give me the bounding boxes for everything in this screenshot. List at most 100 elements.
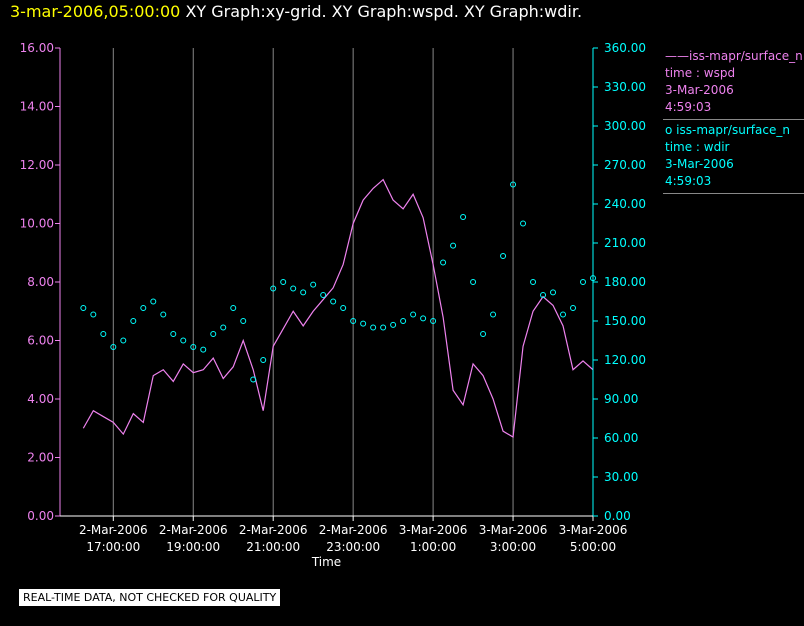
left-tick-label: 12.00 <box>20 158 54 172</box>
wdir-point <box>420 315 427 322</box>
wdir-point <box>560 311 567 318</box>
wdir-point <box>440 259 447 266</box>
wdir-point <box>350 318 357 324</box>
wdir-point <box>120 337 127 344</box>
right-tick-label: 30.00 <box>604 470 638 484</box>
quality-disclaimer: REAL-TIME DATA, NOT CHECKED FOR QUALITY <box>19 589 281 606</box>
wdir-point <box>300 289 307 296</box>
window-title: 3-mar-2006,05:00:00 XY Graph:xy-grid. XY… <box>10 2 582 21</box>
grid-lines <box>112 48 594 516</box>
wdir-point <box>90 311 97 318</box>
axes: 2-Mar-2006 17:00:00 2-Mar-2006 19:00:00 2-Ma… <box>20 41 646 569</box>
x-tick-label-time: 1:00:00 <box>410 540 456 554</box>
title-timestamp: 3-mar-2006,05:00:00 <box>10 2 181 21</box>
wdir-point <box>240 318 247 324</box>
legend-entry-wdir: o iss-mapr/surface_n time : wdir 3-Mar-2… <box>663 120 804 194</box>
x-tick-label-time: 5:00:00 <box>570 540 616 554</box>
wdir-point <box>480 331 487 337</box>
right-tick-label: 240.00 <box>604 197 646 211</box>
wdir-point <box>200 346 207 353</box>
right-tick-label: 90.00 <box>604 392 638 406</box>
wdir-point <box>330 298 337 305</box>
wdir-point <box>510 181 517 188</box>
wdir-point <box>230 305 237 311</box>
left-tick-label: 0.00 <box>27 509 54 523</box>
legend-entry-wspd: ——iss-mapr/surface_n time : wspd 3-Mar-2… <box>663 46 804 120</box>
wdir-point <box>380 324 387 331</box>
x-tick-label-date: 2-Mar-2006 <box>159 523 228 537</box>
wdir-point <box>280 279 287 285</box>
legend-series-name: iss-mapr/surface_n <box>689 49 803 63</box>
wdir-point <box>340 305 347 311</box>
legend: ——iss-mapr/surface_n time : wspd 3-Mar-2… <box>663 46 804 194</box>
wdir-point <box>430 318 437 324</box>
right-tick-label: 180.00 <box>604 275 646 289</box>
right-tick-label: 60.00 <box>604 431 638 445</box>
x-axis-label: Time <box>311 555 341 569</box>
x-tick-label-date: 2-Mar-2006 <box>79 523 148 537</box>
left-tick-label: 10.00 <box>20 217 54 231</box>
x-tick-label-time: 3:00:00 <box>490 540 536 554</box>
wdir-point <box>260 357 267 363</box>
x-tick-label-time: 21:00:00 <box>246 540 300 554</box>
right-tick-label: 330.00 <box>604 80 646 94</box>
right-tick-label: 210.00 <box>604 236 646 250</box>
wdir-point <box>530 279 537 285</box>
title-graphs: XY Graph:xy-grid. XY Graph:wspd. XY Grap… <box>185 2 583 21</box>
wdir-point <box>270 285 277 292</box>
wdir-point <box>490 311 497 318</box>
x-tick-label-date: 3-Mar-2006 <box>559 523 628 537</box>
legend-series-time: 4:59:03 <box>665 100 712 114</box>
wdir-point <box>220 324 227 331</box>
left-tick-label: 6.00 <box>27 334 54 348</box>
right-tick-label: 360.00 <box>604 41 646 55</box>
legend-series-name: iss-mapr/surface_n <box>676 123 790 137</box>
x-tick-label-date: 2-Mar-2006 <box>319 523 388 537</box>
wdir-point <box>140 305 147 311</box>
left-tick-label: 8.00 <box>27 275 54 289</box>
x-tick-label-date: 3-Mar-2006 <box>479 523 548 537</box>
wspd-series <box>82 178 594 439</box>
legend-series-var: time : wspd <box>665 66 736 80</box>
wdir-point <box>190 344 197 350</box>
wdir-point <box>180 337 187 344</box>
left-tick-label: 2.00 <box>27 451 54 465</box>
wdir-point <box>450 242 457 249</box>
wdir-point <box>80 305 87 311</box>
wdir-point <box>130 318 137 324</box>
right-tick-label: 150.00 <box>604 314 646 328</box>
right-tick-label: 0.00 <box>604 509 631 523</box>
wdir-point <box>250 376 257 383</box>
wdir-point <box>210 331 217 337</box>
wdir-point <box>320 292 327 298</box>
left-tick-label: 4.00 <box>27 392 54 406</box>
wdir-point <box>400 318 407 324</box>
wdir-point <box>390 321 397 328</box>
wdir-point <box>360 320 367 327</box>
x-tick-label-date: 3-Mar-2006 <box>399 523 468 537</box>
wdir-point <box>290 285 297 292</box>
wdir-point <box>570 305 577 311</box>
right-tick-label: 300.00 <box>604 119 646 133</box>
legend-line-symbol: —— <box>665 49 689 63</box>
wdir-point <box>100 331 107 337</box>
wdir-point <box>170 331 177 337</box>
left-tick-label: 16.00 <box>20 41 54 55</box>
x-tick-label-time: 17:00:00 <box>86 540 140 554</box>
wdir-point <box>310 281 317 288</box>
wdir-point <box>110 344 117 350</box>
right-tick-label: 270.00 <box>604 158 646 172</box>
wdir-point <box>410 311 417 318</box>
wdir-point <box>540 292 547 298</box>
wdir-point <box>160 311 167 318</box>
x-tick-label-date: 2-Mar-2006 <box>239 523 308 537</box>
legend-series-time: 4:59:03 <box>665 174 712 188</box>
legend-series-date: 3-Mar-2006 <box>665 83 734 97</box>
wdir-point <box>520 220 527 227</box>
wdir-point <box>150 298 157 305</box>
x-tick-label-time: 19:00:00 <box>166 540 220 554</box>
wspd-line <box>82 178 594 439</box>
legend-point-symbol: o <box>665 123 673 137</box>
wdir-point <box>500 253 507 259</box>
